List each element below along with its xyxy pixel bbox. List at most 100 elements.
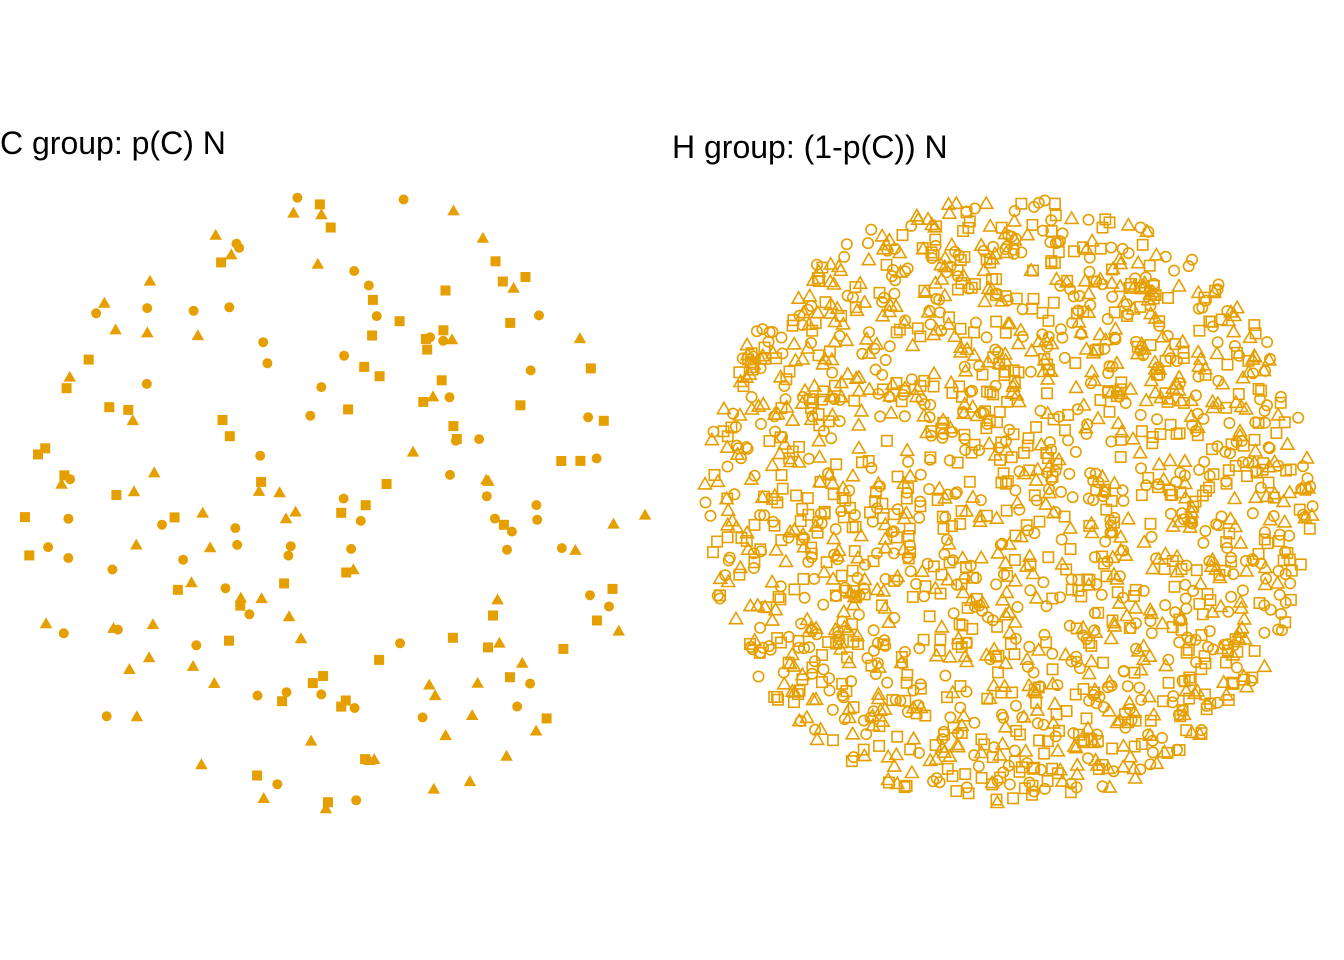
h-group-point-circle bbox=[1191, 407, 1204, 420]
h-group-point-triangle bbox=[1162, 452, 1178, 467]
h-group-point-circle bbox=[1024, 365, 1037, 378]
h-group-point-square bbox=[1161, 746, 1174, 759]
h-group-point-triangle bbox=[1085, 344, 1102, 359]
h-group-point-triangle bbox=[719, 439, 736, 454]
h-group-point-circle bbox=[1142, 225, 1155, 238]
h-group-point-square bbox=[1059, 424, 1072, 437]
h-group-point-square bbox=[1094, 393, 1107, 406]
h-group-point-triangle bbox=[955, 707, 972, 722]
c-group-point-triangle bbox=[185, 576, 198, 588]
h-group-point-circle bbox=[921, 557, 934, 570]
c-group-point-square bbox=[558, 643, 569, 654]
h-group-point-triangle bbox=[1190, 344, 1207, 358]
h-group-point-circle bbox=[1066, 491, 1079, 504]
h-group-point-square bbox=[1081, 573, 1094, 586]
h-group-point-triangle bbox=[928, 647, 945, 662]
c-group-point-triangle bbox=[491, 593, 504, 605]
c-group-point-triangle bbox=[273, 486, 286, 498]
c-group-point-triangle bbox=[39, 617, 53, 629]
c-group-point-triangle bbox=[209, 228, 222, 240]
h-group-point-triangle bbox=[1257, 559, 1274, 574]
h-group-point-square bbox=[1092, 763, 1105, 776]
h-group-point-square bbox=[1222, 693, 1235, 706]
h-group-point-square bbox=[983, 256, 996, 269]
h-group-point-circle bbox=[1072, 304, 1085, 317]
h-group-point-circle bbox=[741, 442, 754, 455]
h-group-point-triangle bbox=[1103, 630, 1120, 645]
h-group-point-square bbox=[965, 446, 978, 459]
h-group-point-triangle bbox=[1145, 706, 1162, 721]
h-group-point-triangle bbox=[805, 691, 822, 706]
h-group-point-square bbox=[1162, 291, 1175, 304]
h-group-point-circle bbox=[910, 577, 923, 590]
h-group-point-triangle bbox=[1125, 430, 1141, 445]
h-group-point-square bbox=[1180, 724, 1193, 737]
h-group-point-square bbox=[937, 522, 950, 535]
c-group-point-square bbox=[360, 754, 371, 765]
h-group-point-circle bbox=[925, 429, 938, 442]
h-group-point-square bbox=[898, 781, 911, 794]
h-group-point-triangle bbox=[1083, 653, 1100, 668]
h-group-point-circle bbox=[902, 455, 915, 468]
h-group-point-square bbox=[855, 456, 868, 469]
h-group-point-triangle bbox=[1025, 565, 1042, 580]
h-group-point-circle bbox=[699, 496, 712, 509]
c-group-point-triangle bbox=[516, 656, 529, 668]
h-group-point-circle bbox=[823, 672, 836, 685]
h-group-point-circle bbox=[1056, 331, 1069, 344]
h-group-point-circle bbox=[732, 442, 745, 455]
h-group-point-triangle bbox=[823, 296, 839, 311]
h-group-point-square bbox=[1277, 554, 1290, 567]
h-group-point-triangle bbox=[784, 683, 801, 697]
h-group-point-triangle bbox=[1256, 658, 1273, 673]
h-group-point-triangle bbox=[1182, 510, 1199, 525]
h-group-point-triangle bbox=[998, 584, 1015, 599]
h-group-point-triangle bbox=[948, 195, 965, 210]
h-group-point-triangle bbox=[1171, 513, 1188, 528]
c-group-point-triangle bbox=[294, 632, 308, 644]
c-group-point-square bbox=[343, 404, 354, 415]
h-group-point-triangle bbox=[886, 758, 903, 772]
h-group-point-square bbox=[950, 785, 963, 798]
h-group-point-circle bbox=[879, 639, 892, 652]
h-group-point-square bbox=[891, 470, 904, 483]
h-group-point-circle bbox=[1230, 661, 1243, 674]
h-group-point-triangle bbox=[987, 446, 1004, 461]
h-group-point-circle bbox=[1052, 236, 1065, 249]
h-group-point-square bbox=[1195, 663, 1208, 676]
h-group-point-triangle bbox=[794, 666, 811, 681]
h-group-point-circle bbox=[914, 468, 927, 481]
h-group-point-square bbox=[901, 668, 914, 681]
h-group-point-circle bbox=[1038, 782, 1051, 795]
h-group-point-square bbox=[1097, 656, 1110, 669]
h-group-point-square bbox=[835, 569, 848, 582]
h-group-point-triangle bbox=[1001, 536, 1018, 550]
h-group-point-circle bbox=[924, 398, 937, 411]
h-group-point-circle bbox=[805, 551, 818, 564]
h-group-point-triangle bbox=[1147, 310, 1164, 324]
c-group-point-triangle bbox=[445, 333, 459, 345]
h-group-point-square bbox=[1096, 550, 1109, 563]
h-group-point-square bbox=[931, 494, 944, 507]
h-group-point-triangle bbox=[1078, 241, 1095, 256]
h-group-point-triangle bbox=[841, 700, 858, 715]
h-group-point-triangle bbox=[845, 596, 862, 611]
h-group-point-square bbox=[1009, 529, 1022, 542]
h-group-point-square bbox=[815, 676, 828, 689]
h-group-point-square bbox=[1070, 622, 1083, 635]
h-group-point-triangle bbox=[940, 316, 957, 330]
h-group-point-square bbox=[963, 215, 976, 228]
h-group-point-triangle bbox=[928, 751, 944, 766]
h-group-point-triangle bbox=[1101, 702, 1117, 717]
h-group-point-circle bbox=[794, 715, 807, 728]
h-group-point-circle bbox=[1301, 472, 1314, 485]
h-group-point-circle bbox=[1089, 467, 1102, 480]
c-group-point-circle bbox=[474, 434, 485, 445]
c-group-point-square bbox=[111, 490, 122, 500]
h-group-point-circle bbox=[1227, 568, 1240, 581]
c-group-point-circle bbox=[283, 550, 294, 561]
h-group-point-circle bbox=[937, 427, 950, 440]
h-group-point-circle bbox=[1084, 377, 1097, 390]
h-group-point-square bbox=[1203, 481, 1216, 494]
h-group-point-circle bbox=[822, 467, 835, 480]
